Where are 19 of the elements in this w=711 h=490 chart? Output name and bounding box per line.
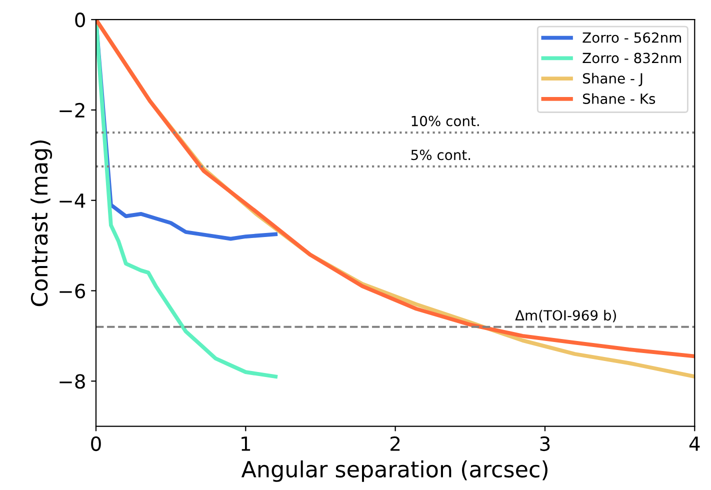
legend-label: Shane - J (583, 72, 642, 86)
y-tick-label: 0 (75, 12, 85, 28)
y-axis-title: Contrast (mag) (30, 140, 52, 306)
x-axis-title: Angular separation (arcsec) (241, 460, 548, 482)
x-tick-label: 4 (689, 436, 700, 451)
x-tick-label: 1 (242, 436, 250, 451)
x-tick-label: 3 (540, 436, 550, 452)
ref-line-label: 5% cont. (411, 150, 470, 160)
y-tick-label: −6 (60, 284, 86, 298)
y-tick-label: −2 (60, 102, 84, 118)
legend-label: Zorro - 832nm (582, 52, 681, 64)
legend-label: Zorro - 562nm (582, 32, 681, 43)
x-tick-label: 0 (91, 436, 101, 452)
x-tick-label: 2 (390, 436, 400, 451)
y-tick-label: −4 (60, 194, 86, 208)
y-tick-label: −8 (60, 374, 85, 389)
ref-line-label: 10% cont. (412, 116, 479, 126)
legend-label: Shane - Ks (583, 93, 656, 104)
ref-line-label: Δm(TOI-969 b) (515, 310, 616, 322)
